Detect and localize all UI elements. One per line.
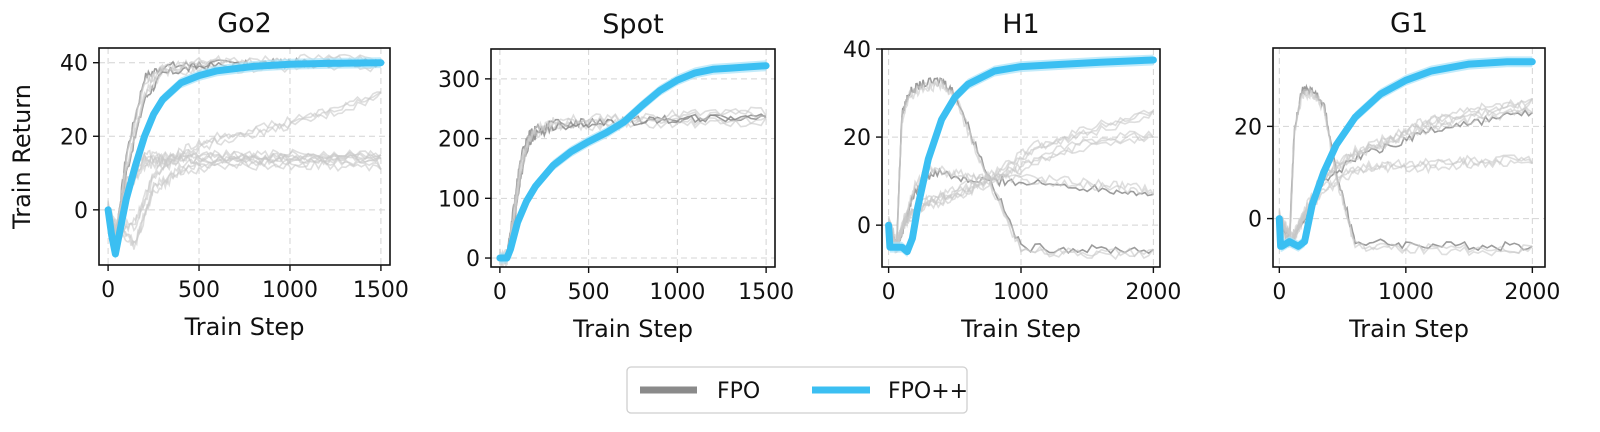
fpo-run-line: [499, 116, 767, 266]
panel-g1: 0 1000 2000 0 20 G1 Train Step: [1234, 8, 1560, 343]
y-tick-label: 20: [1234, 115, 1262, 140]
x-tick-label: 0: [882, 280, 896, 305]
x-tick-label: 1500: [738, 280, 794, 305]
x-axis-label: Train Step: [1348, 315, 1469, 343]
x-tick-label: 1000: [1378, 280, 1434, 305]
x-tick-label: 0: [1272, 280, 1286, 305]
x-tick-label: 1000: [262, 278, 318, 303]
y-tick-label: 40: [843, 38, 871, 63]
x-tick-label: 0: [101, 278, 115, 303]
panel-title: Go2: [217, 8, 272, 39]
fpo-plus-plus-band: [499, 60, 767, 264]
fpo-plus-plus-line: [104, 59, 385, 258]
legend-label-fpo-plus-plus: FPO++: [888, 379, 968, 404]
x-tick-label: 1000: [993, 280, 1049, 305]
fpo-run-line: [499, 106, 767, 257]
y-tick-label: 200: [438, 128, 480, 153]
y-tick-label: 0: [466, 247, 480, 272]
y-tick-label: 40: [60, 52, 88, 77]
panel-title: Spot: [602, 9, 663, 40]
x-tick-label: 1000: [649, 280, 705, 305]
fpo-plus-plus-line: [496, 62, 770, 262]
y-tick-label: 100: [438, 187, 480, 212]
x-tick-label: 500: [178, 278, 220, 303]
y-tick-label: 0: [74, 199, 88, 224]
panel-spot: 0 500 1000 1500 0 100 200 300 Spot Train Step: [438, 9, 794, 343]
panel-title: H1: [1002, 9, 1039, 40]
x-axis-label: Train Step: [184, 313, 305, 341]
y-tick-label: 20: [843, 126, 871, 151]
fpo-plus-plus-line: [1275, 58, 1536, 250]
legend-label-fpo: FPO: [717, 379, 760, 404]
axes-frame: [1272, 47, 1546, 268]
axes-frame: [490, 48, 776, 268]
x-tick-label: 2000: [1504, 280, 1560, 305]
panel-go2: 0 500 1000 1500 0 20 40 Go2 Train Step Train Retu…: [8, 8, 409, 341]
fpo-run-line: [499, 117, 767, 267]
y-axis-label: Train Return: [8, 84, 36, 230]
y-tick-label: 20: [60, 125, 88, 150]
axes-frame: [98, 47, 391, 266]
x-axis-label: Train Step: [960, 315, 1081, 343]
fpo-run-line: [887, 80, 1155, 261]
fpo-run-line: [107, 55, 382, 240]
x-tick-label: 2000: [1125, 280, 1181, 305]
legend-frame: [626, 366, 968, 414]
fpo-run-line: [1278, 90, 1533, 257]
x-tick-label: 500: [568, 280, 610, 305]
fpo-run-line: [107, 60, 381, 245]
fpo-plus-plus-line: [885, 56, 1157, 256]
y-tick-label: 0: [1248, 208, 1262, 233]
fpo-run-line: [1278, 154, 1534, 237]
fpo-run-line: [887, 130, 1155, 241]
legend: FPO FPO++: [626, 366, 968, 414]
panel-h1: 0 1000 2000 0 20 40 H1 Train Step: [843, 9, 1181, 343]
y-tick-label: 0: [857, 214, 871, 239]
x-axis-label: Train Step: [572, 315, 693, 343]
x-tick-label: 0: [493, 280, 507, 305]
y-tick-label: 300: [438, 68, 480, 93]
x-tick-label: 1500: [353, 278, 409, 303]
panel-title: G1: [1390, 8, 1428, 39]
fpo-run-line: [1278, 158, 1533, 246]
